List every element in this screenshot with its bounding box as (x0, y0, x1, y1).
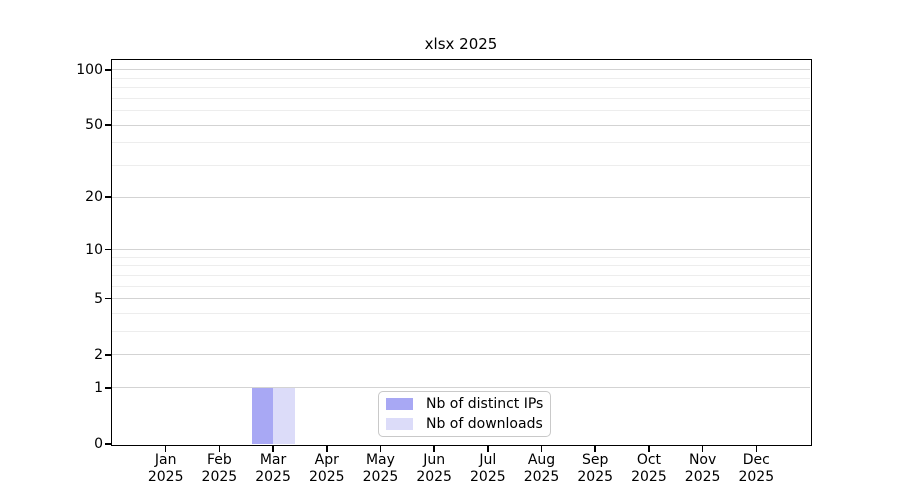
x-tick-label: Sep 2025 (577, 452, 614, 485)
gridline-minor (112, 256, 810, 258)
y-tick-mark (105, 387, 112, 389)
gridline-major (112, 387, 810, 389)
x-tick-mark (487, 445, 489, 452)
x-tick-label: Jul 2025 (470, 452, 506, 485)
x-tick-mark (218, 445, 221, 452)
gridline-major (112, 124, 810, 126)
bar (273, 387, 295, 444)
legend-swatch (386, 398, 413, 410)
x-tick-label: Jan 2025 (147, 452, 184, 485)
gridline-minor (112, 110, 810, 112)
y-tick-mark (105, 248, 112, 251)
y-tick-mark (105, 196, 112, 198)
y-tick-mark (105, 69, 112, 71)
x-tick-mark (433, 445, 435, 452)
gridline-minor (112, 265, 810, 267)
legend-label: Nb of distinct IPs (426, 396, 544, 412)
plot-area (112, 60, 810, 444)
gridline-major (112, 298, 810, 300)
legend-item: Nb of distinct IPs (386, 394, 543, 414)
x-tick-mark (701, 445, 704, 452)
x-tick-label: May 2025 (362, 452, 399, 485)
gridline-minor (112, 331, 810, 333)
y-tick-mark (105, 297, 112, 300)
gridline-minor (112, 87, 810, 89)
x-tick-label: Apr 2025 (308, 452, 345, 485)
gridline-major (112, 354, 810, 356)
x-tick-label: Mar 2025 (255, 452, 291, 485)
legend-item: Nb of downloads (386, 414, 543, 434)
x-tick-mark (594, 445, 596, 452)
y-tick-label: 1 (94, 379, 103, 396)
x-tick-label: Nov 2025 (684, 452, 721, 485)
y-tick-mark (105, 354, 112, 356)
x-tick-mark (272, 445, 274, 452)
y-tick-label: 5 (94, 290, 103, 307)
legend: Nb of distinct IPs Nb of downloads (378, 391, 552, 437)
x-tick-mark (326, 445, 328, 452)
x-tick-mark (648, 445, 650, 452)
y-tick-mark (105, 443, 112, 445)
gridline-minor (112, 165, 810, 167)
y-tick-mark (105, 124, 112, 126)
gridline-major (112, 249, 810, 251)
x-tick-label: Aug 2025 (523, 452, 560, 485)
gridline-minor (112, 274, 810, 276)
legend-label: Nb of downloads (426, 416, 543, 432)
y-tick-label: 2 (94, 346, 103, 363)
gridline-minor (112, 77, 810, 79)
gridline-minor (112, 313, 810, 314)
x-tick-label: Oct 2025 (631, 452, 667, 485)
y-tick-label: 50 (85, 117, 103, 134)
gridline-major (112, 196, 810, 198)
y-tick-label: 100 (76, 61, 103, 78)
x-tick-mark (164, 445, 167, 452)
legend-swatch (386, 418, 413, 430)
x-tick-label: Feb 2025 (201, 452, 238, 485)
gridline-major (112, 69, 810, 71)
x-tick-label: Jun 2025 (416, 452, 452, 485)
gridline-minor (112, 285, 810, 287)
y-tick-label: 0 (94, 436, 103, 452)
gridline-minor (112, 142, 810, 144)
y-tick-label: 20 (85, 189, 103, 206)
x-tick-label: Dec 2025 (738, 452, 775, 485)
chart-title: xlsx 2025 (424, 35, 498, 53)
gridline-minor (112, 97, 810, 99)
x-tick-mark (540, 445, 543, 452)
x-tick-mark (379, 445, 382, 452)
y-tick-label: 10 (85, 241, 103, 258)
bar (251, 387, 274, 444)
x-tick-mark (755, 445, 758, 452)
